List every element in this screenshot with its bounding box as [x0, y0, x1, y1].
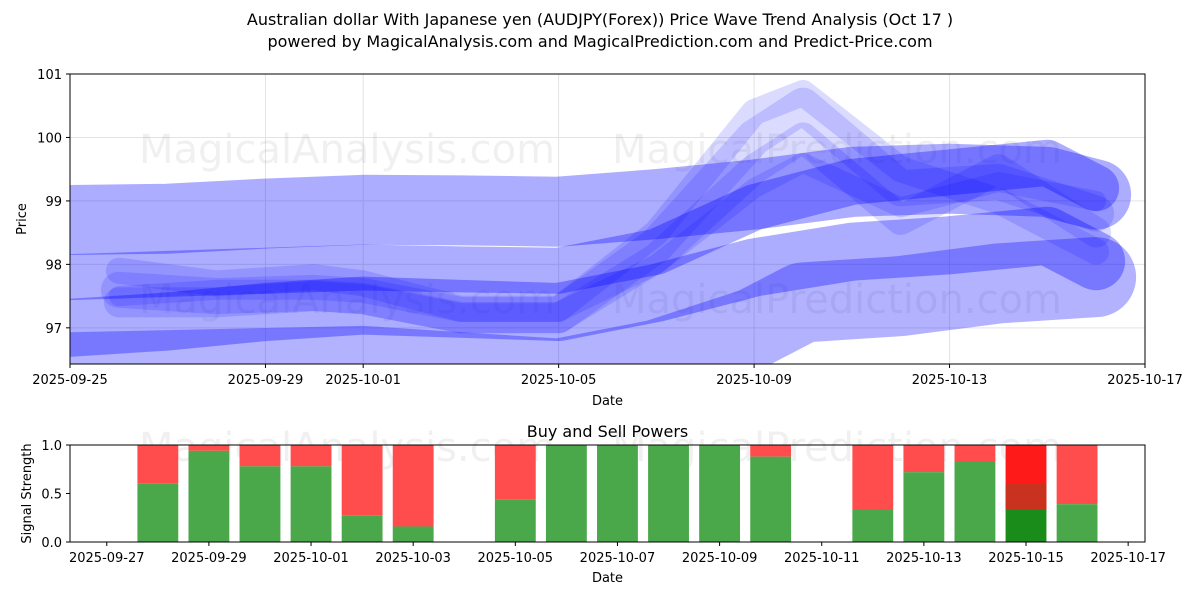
- signal-x-tick-label: 2025-10-09: [682, 551, 758, 566]
- plot-frame: [69, 73, 1146, 365]
- wave-band-5: [103, 122, 1112, 334]
- watermark: MagicalPrediction.com: [612, 127, 1062, 173]
- y-tick-label: 98: [45, 258, 62, 273]
- buy-bar: [597, 445, 638, 542]
- signal-x-tick-label: 2025-10-01: [273, 551, 349, 566]
- buy-bar: [1056, 504, 1098, 542]
- signal-y-tick-label: 0.0: [41, 536, 62, 551]
- x-tick-label: 2025-09-25: [32, 373, 108, 388]
- signal-x-tick-label: 2025-09-29: [171, 551, 247, 566]
- signal-chart-title: Buy and Sell Powers: [527, 422, 689, 441]
- y-tick-label: 101: [37, 68, 62, 83]
- signal-y-tick-label: 1.0: [41, 439, 62, 454]
- wave-band-8: [70, 237, 1137, 364]
- watermark: MagicalAnalysis.com: [139, 127, 555, 173]
- buy-bar: [290, 466, 332, 542]
- sell-bar: [494, 445, 536, 500]
- signal-x-axis-label: Date: [592, 571, 623, 586]
- buy-bar: [188, 450, 230, 542]
- sell-bar: [750, 445, 792, 457]
- wave-bands: [70, 80, 1137, 364]
- buy-bar: [341, 515, 383, 542]
- chart-subtitle: powered by MagicalAnalysis.com and Magic…: [267, 32, 933, 51]
- sell-bar: [290, 445, 332, 467]
- y-tick-label: 100: [37, 131, 62, 146]
- mixed-signal-bar: [1005, 483, 1047, 510]
- x-tick-label: 2025-09-29: [228, 373, 304, 388]
- chart-title: Australian dollar With Japanese yen (AUD…: [246, 10, 954, 29]
- watermark: MagicalAnalysis.com: [139, 277, 555, 323]
- y-tick-label: 97: [45, 322, 62, 337]
- wave-band-4: [100, 87, 1115, 334]
- signal-x-tick-label: 2025-10-15: [988, 551, 1064, 566]
- signal-x-tick-label: 2025-10-11: [784, 551, 860, 566]
- sell-bar: [188, 445, 230, 451]
- y-tick-label: 99: [45, 195, 62, 210]
- sell-bar: [954, 445, 996, 462]
- y-axis-label: Price: [15, 203, 30, 235]
- sell-bar: [903, 445, 945, 473]
- watermark: MagicalPrediction.com: [612, 277, 1062, 323]
- buy-bar: [545, 445, 587, 542]
- wave-band-7: [108, 152, 1107, 322]
- sell-bar: [1056, 445, 1098, 505]
- x-tick-label: 2025-10-13: [912, 373, 988, 388]
- buy-bar: [239, 466, 281, 542]
- x-tick-label: 2025-10-01: [325, 373, 401, 388]
- wave-band-1: [70, 143, 1132, 255]
- buy-bar: [648, 445, 689, 542]
- signal-x-tick-label: 2025-09-27: [69, 551, 145, 566]
- signal-y-axis-label: Signal Strength: [20, 443, 35, 543]
- sell-bar: [392, 445, 434, 527]
- buy-bar: [852, 509, 894, 542]
- x-axis-label: Date: [592, 394, 623, 409]
- buy-bar: [699, 445, 741, 542]
- buy-bar: [903, 472, 945, 542]
- x-tick-label: 2025-10-05: [521, 373, 597, 388]
- signal-x-tick-label: 2025-10-13: [886, 551, 962, 566]
- signal-x-tick-label: 2025-10-07: [580, 551, 656, 566]
- sell-bar: [239, 445, 281, 467]
- sell-bar: [341, 445, 383, 516]
- sell-bar: [137, 445, 179, 484]
- buy-bar: [137, 483, 179, 542]
- signal-y-tick-label: 0.5: [41, 488, 62, 503]
- signal-x-tick-label: 2025-10-03: [375, 551, 451, 566]
- buy-bar: [750, 456, 792, 542]
- buy-bar: [392, 526, 434, 542]
- x-tick-label: 2025-10-17: [1107, 373, 1183, 388]
- wave-band-6: [105, 80, 1110, 322]
- buy-bar: [494, 499, 536, 542]
- sell-bar: [852, 445, 894, 510]
- signal-x-tick-label: 2025-10-17: [1090, 551, 1166, 566]
- x-tick-label: 2025-10-09: [716, 373, 792, 388]
- signal-x-tick-label: 2025-10-05: [478, 551, 554, 566]
- buy-bar: [954, 461, 996, 542]
- wave-band-3: [70, 139, 1120, 301]
- wave-band-2: [70, 206, 1126, 357]
- buy-bar: [1005, 509, 1047, 542]
